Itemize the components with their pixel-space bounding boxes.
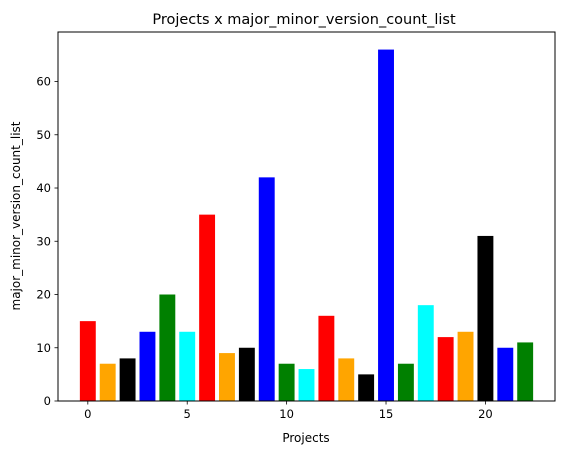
bar-20 xyxy=(477,235,494,401)
x-tick-label-20: 20 xyxy=(478,407,493,421)
bar-3 xyxy=(139,331,156,401)
bar-19 xyxy=(457,331,474,401)
bar-17 xyxy=(417,305,434,401)
y-tick-label-30: 30 xyxy=(36,234,51,248)
bar-12 xyxy=(318,315,335,401)
bar-21 xyxy=(497,347,514,401)
y-tick-label-50: 50 xyxy=(36,128,51,142)
y-tick-label-40: 40 xyxy=(36,181,51,195)
bar-1 xyxy=(99,363,116,401)
bar-15 xyxy=(378,49,394,401)
bar-0 xyxy=(79,321,96,401)
x-tick-label-10: 10 xyxy=(279,407,294,421)
x-tick-label-15: 15 xyxy=(379,407,394,421)
y-tick-label-20: 20 xyxy=(36,288,51,302)
bar-14 xyxy=(358,374,375,401)
bar-2 xyxy=(119,358,136,401)
bar-18 xyxy=(437,337,454,401)
plot-frame xyxy=(57,31,556,402)
y-tick-label-60: 60 xyxy=(36,75,51,89)
bar-8 xyxy=(238,347,255,401)
x-tick-label-5: 5 xyxy=(184,407,191,421)
bars-group xyxy=(79,49,534,401)
bar-13 xyxy=(338,358,355,401)
y-ticks: 0 10 20 30 40 50 60 xyxy=(36,75,58,408)
y-tick-label-10: 10 xyxy=(36,341,51,355)
bar-5 xyxy=(179,331,196,401)
bar-16 xyxy=(397,363,414,401)
bar-10 xyxy=(278,363,295,401)
bar-22 xyxy=(517,342,534,401)
x-ticks: 0 5 10 15 20 xyxy=(84,401,493,421)
chart-title: Projects x major_minor_version_count_lis… xyxy=(152,12,456,28)
x-axis-label: Projects xyxy=(282,431,329,445)
bar-4 xyxy=(159,294,176,401)
bar-11 xyxy=(298,369,315,401)
y-tick-label-0: 0 xyxy=(44,394,51,408)
x-tick-label-0: 0 xyxy=(84,407,91,421)
bar-7 xyxy=(219,353,235,401)
y-axis-label: major_minor_version_count_list xyxy=(9,121,23,310)
bar-9 xyxy=(258,177,275,401)
bar-6 xyxy=(199,214,216,401)
